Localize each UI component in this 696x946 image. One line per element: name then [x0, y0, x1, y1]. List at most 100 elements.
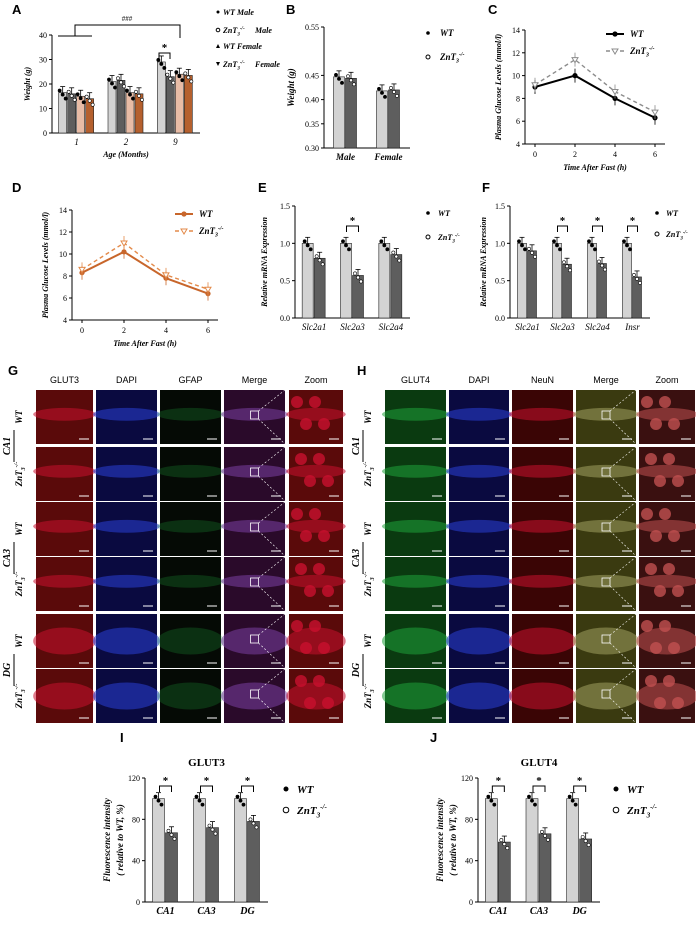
data-point	[69, 93, 74, 98]
micrograph-signal	[156, 407, 225, 421]
data-point	[140, 97, 144, 102]
data-point	[314, 254, 319, 259]
data-point	[531, 82, 539, 89]
zoom-cell	[313, 563, 325, 575]
znt-sup: -/-	[649, 46, 655, 52]
legend-marker	[181, 211, 187, 217]
znt-sup: -/-	[459, 52, 465, 58]
data-point	[377, 86, 381, 91]
micrograph-signal	[508, 407, 577, 421]
zoom-guide	[609, 389, 637, 412]
y-tick-label: 40	[465, 857, 473, 866]
micrograph-signal	[508, 574, 577, 588]
y-tick-label: 1.0	[495, 239, 505, 248]
y-tick-label: 10	[512, 72, 520, 81]
legend-marker	[216, 44, 220, 48]
zoom-cell	[650, 530, 662, 542]
zoom-cell	[663, 563, 675, 575]
bar	[206, 827, 219, 903]
zoom-cell	[663, 675, 675, 687]
significance-bracket	[200, 785, 213, 792]
y-axis-label: Fluorescence intensity	[102, 797, 112, 883]
zoom-box	[250, 689, 259, 699]
significance-bracket	[532, 785, 546, 792]
zoom-cell	[641, 620, 653, 632]
micrograph-signal	[220, 519, 289, 533]
bar	[166, 76, 175, 134]
category-label: 9	[173, 137, 178, 147]
data-point	[347, 247, 351, 252]
data-point	[638, 281, 642, 285]
bar	[562, 263, 572, 319]
micrograph-signal	[508, 627, 577, 655]
y-axis-label: Weight (g)	[23, 67, 32, 102]
zoom-guide	[258, 613, 286, 636]
data-point	[119, 80, 123, 85]
zoom-cell	[318, 642, 330, 654]
data-point	[340, 80, 344, 85]
zoom-cell	[300, 642, 312, 654]
zoom-cell	[322, 585, 334, 597]
genotype-label: WT	[14, 522, 24, 536]
y-tick-label: 0.0	[495, 314, 505, 323]
data-point	[546, 837, 550, 842]
micrograph-signal	[92, 574, 161, 588]
y-axis-label: Weight (g)	[286, 68, 296, 107]
legend-marker	[425, 54, 431, 60]
micrograph-image	[160, 390, 221, 444]
zoom-cell	[304, 475, 316, 487]
zoom-box	[601, 522, 611, 532]
micrograph-signal	[92, 682, 161, 710]
data-point	[72, 97, 77, 102]
znt-sub: 3	[316, 811, 321, 819]
data-point	[137, 93, 141, 98]
x-axis-label: Age (Months)	[102, 150, 149, 159]
micrograph-signal	[446, 627, 512, 655]
data-point	[81, 100, 86, 105]
micrograph-signal	[220, 574, 289, 588]
y-tick-label: 80	[465, 815, 473, 824]
znt-text: ZnT	[198, 226, 216, 236]
panel-label: D	[12, 180, 21, 195]
y-tick-label: 0.30	[305, 144, 319, 153]
micrograph-signal	[286, 574, 346, 588]
znt-text: ZnT	[665, 230, 681, 239]
data-point	[520, 243, 524, 248]
zoom-cell	[641, 508, 653, 520]
data-point	[600, 263, 604, 268]
zoom-cell	[309, 620, 321, 632]
data-point	[334, 72, 338, 77]
data-point	[573, 802, 578, 807]
zoom-cell	[663, 453, 675, 465]
bar	[525, 798, 539, 903]
znt-sub: 3	[679, 235, 683, 241]
x-tick-label: 0	[533, 150, 537, 159]
y-axis-label: Relative mRNA Expression	[260, 217, 269, 308]
region-label: CA3	[351, 549, 362, 567]
zoom-guide	[258, 668, 286, 691]
y-axis-label: Relative mRNA Expression	[479, 217, 488, 308]
data-point	[78, 266, 86, 274]
y-tick-label: 4	[516, 140, 520, 149]
bar	[378, 243, 391, 319]
znt-sub: 3	[21, 467, 27, 471]
zoom-cell	[309, 508, 321, 520]
data-point	[84, 94, 89, 99]
data-point	[210, 827, 215, 832]
data-point	[530, 250, 534, 255]
micrograph-signal	[381, 519, 450, 533]
y-tick-label: 0	[136, 898, 140, 907]
micrograph-signal	[220, 627, 289, 655]
y-tick-label: 4	[63, 316, 67, 325]
bar	[485, 798, 498, 903]
micrograph-column-title: GFAP	[178, 375, 202, 385]
data-point	[87, 98, 92, 103]
x-tick-label: 2	[573, 150, 577, 159]
bar	[579, 838, 592, 903]
legend-znt-male: ZnT3-/-	[222, 25, 245, 37]
micrograph-signal	[220, 464, 289, 478]
data-point	[213, 831, 218, 836]
data-point	[165, 72, 170, 77]
data-point	[125, 88, 129, 93]
zoom-cell	[650, 418, 662, 430]
